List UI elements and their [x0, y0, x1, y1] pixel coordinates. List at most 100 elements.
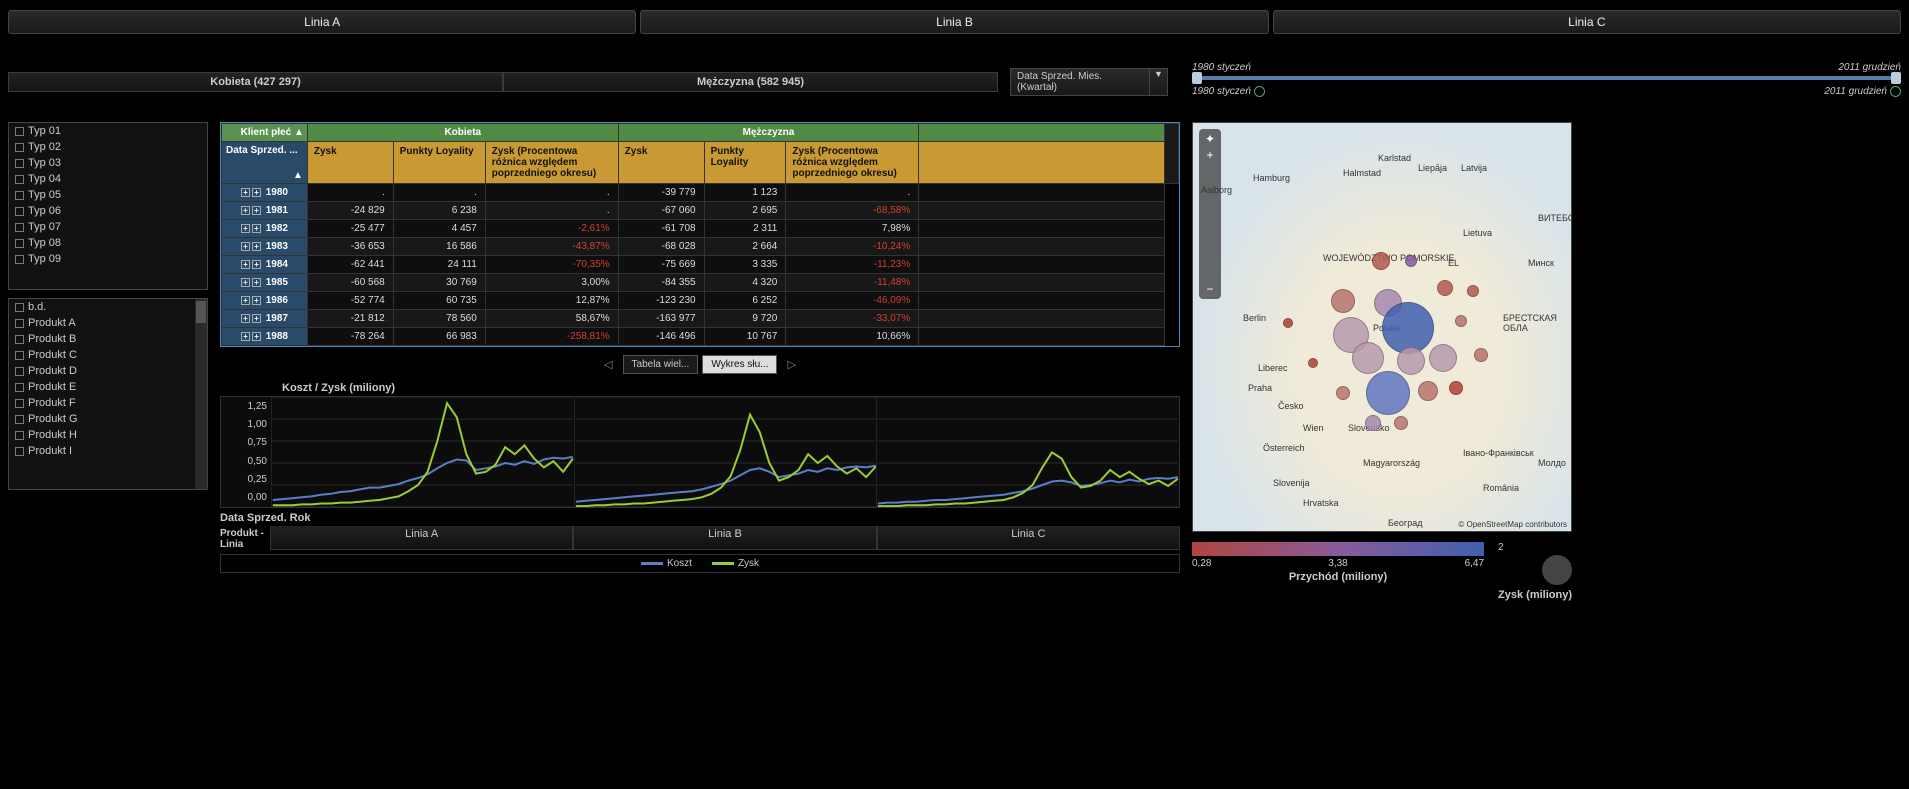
table-row-header[interactable]: ++ 1982 — [222, 220, 308, 238]
list-item[interactable]: Produkt H — [9, 427, 207, 443]
map-bubble[interactable] — [1449, 381, 1463, 395]
list-item[interactable]: Produkt G — [9, 411, 207, 427]
list-item[interactable]: Typ 07 — [9, 219, 207, 235]
expand-icon[interactable]: + — [252, 332, 261, 341]
checkbox-icon[interactable] — [15, 159, 24, 168]
col-group-mezczyzna[interactable]: Mężczyzna — [618, 124, 919, 142]
map-bubble[interactable] — [1418, 381, 1438, 401]
tab-wykres[interactable]: Wykres słu... — [702, 355, 777, 374]
expand-icon[interactable]: + — [241, 332, 250, 341]
list-item[interactable]: Produkt F — [9, 395, 207, 411]
list-item[interactable]: Produkt B — [9, 331, 207, 347]
checkbox-icon[interactable] — [15, 175, 24, 184]
table-row-header[interactable]: ++ 1983 — [222, 238, 308, 256]
checkbox-icon[interactable] — [15, 255, 24, 264]
slider-handle-right[interactable] — [1891, 72, 1901, 84]
scrollbar[interactable] — [195, 299, 207, 489]
calendar-icon[interactable] — [1254, 86, 1265, 97]
next-view-icon[interactable]: ▷ — [781, 358, 801, 371]
checkbox-icon[interactable] — [15, 319, 24, 328]
map-bubble[interactable] — [1365, 415, 1381, 431]
map-bubble[interactable] — [1372, 252, 1390, 270]
expand-icon[interactable]: + — [241, 188, 250, 197]
subcol-loyalty-m[interactable]: Punkty Loyality — [704, 142, 786, 184]
list-item[interactable]: Produkt C — [9, 347, 207, 363]
row-dim-header[interactable]: Data Sprzed. ... ▲ — [222, 142, 308, 184]
list-item[interactable]: b.d. — [9, 299, 207, 315]
product-listbox[interactable]: b.d.Produkt AProdukt BProdukt CProdukt D… — [8, 298, 208, 490]
calendar-icon[interactable] — [1890, 86, 1901, 97]
checkbox-icon[interactable] — [15, 447, 24, 456]
table-corner[interactable]: Klient płeć ▲ — [222, 124, 308, 142]
table-row-header[interactable]: ++ 1987 — [222, 310, 308, 328]
checkbox-icon[interactable] — [15, 431, 24, 440]
table-row-header[interactable]: ++ 1988 — [222, 328, 308, 346]
subcol-pct-m[interactable]: Zysk (Procentowa różnica względem poprze… — [786, 142, 919, 184]
list-item[interactable]: Typ 02 — [9, 139, 207, 155]
table-row-header[interactable]: ++ 1981 — [222, 202, 308, 220]
checkbox-icon[interactable] — [15, 239, 24, 248]
subcol-loyalty-k[interactable]: Punkty Loyality — [393, 142, 485, 184]
checkbox-icon[interactable] — [15, 127, 24, 136]
gender-tab[interactable]: Kobieta (427 297) — [8, 72, 503, 92]
list-item[interactable]: Typ 08 — [9, 235, 207, 251]
expand-icon[interactable]: + — [241, 224, 250, 233]
checkbox-icon[interactable] — [15, 335, 24, 344]
table-row-header[interactable]: ++ 1986 — [222, 292, 308, 310]
expand-icon[interactable]: + — [241, 206, 250, 215]
gender-tab[interactable]: Mężczyzna (582 945) — [503, 72, 998, 92]
expand-icon[interactable]: + — [252, 260, 261, 269]
checkbox-icon[interactable] — [15, 143, 24, 152]
list-item[interactable]: Produkt I — [9, 443, 207, 459]
expand-icon[interactable]: + — [252, 278, 261, 287]
subcol-zysk-m[interactable]: Zysk — [618, 142, 704, 184]
map-bubble[interactable] — [1455, 315, 1467, 327]
table-row-header[interactable]: ++ 1985 — [222, 274, 308, 292]
top-tab[interactable]: Linia B — [640, 10, 1268, 34]
map-bubble[interactable] — [1474, 348, 1488, 362]
list-item[interactable]: Typ 01 — [9, 123, 207, 139]
expand-icon[interactable]: + — [241, 242, 250, 251]
map-bubble[interactable] — [1467, 285, 1479, 297]
map-bubble[interactable] — [1437, 280, 1453, 296]
map-bubble[interactable] — [1308, 358, 1318, 368]
chart-panel-b[interactable] — [575, 397, 877, 507]
zoom-out-icon[interactable]: − — [1201, 281, 1219, 297]
chart-footer-c[interactable]: Linia C — [877, 526, 1180, 550]
date-range-slider[interactable]: 1980 styczeń 2011 grudzień 1980 styczeń … — [1192, 62, 1901, 102]
list-item[interactable]: Typ 05 — [9, 187, 207, 203]
list-item[interactable]: Typ 06 — [9, 203, 207, 219]
expand-icon[interactable]: + — [241, 278, 250, 287]
map-bubble[interactable] — [1331, 289, 1355, 313]
checkbox-icon[interactable] — [15, 191, 24, 200]
map-zoom-control[interactable]: ✦ + − — [1199, 129, 1221, 299]
subcol-pct-k[interactable]: Zysk (Procentowa różnica względem poprze… — [485, 142, 618, 184]
checkbox-icon[interactable] — [15, 223, 24, 232]
prev-view-icon[interactable]: ◁ — [598, 358, 618, 371]
list-item[interactable]: Produkt E — [9, 379, 207, 395]
list-item[interactable]: Typ 09 — [9, 251, 207, 267]
pivot-table[interactable]: Klient płeć ▲ Kobieta Mężczyzna Data Spr… — [221, 123, 1179, 346]
table-row-header[interactable]: ++ 1984 — [222, 256, 308, 274]
chart-footer-a[interactable]: Linia A — [270, 526, 573, 550]
col-group-kobieta[interactable]: Kobieta — [307, 124, 618, 142]
list-item[interactable]: Produkt A — [9, 315, 207, 331]
top-tab[interactable]: Linia C — [1273, 10, 1901, 34]
checkbox-icon[interactable] — [15, 351, 24, 360]
map-bubble[interactable] — [1352, 342, 1384, 374]
checkbox-icon[interactable] — [15, 383, 24, 392]
map-bubble[interactable] — [1397, 347, 1425, 375]
subcol-zysk-k[interactable]: Zysk — [307, 142, 393, 184]
expand-icon[interactable]: + — [241, 296, 250, 305]
list-item[interactable]: Typ 04 — [9, 171, 207, 187]
tab-tabela[interactable]: Tabela wiel... — [623, 355, 699, 374]
expand-icon[interactable]: + — [252, 224, 261, 233]
chart-panel-a[interactable] — [272, 397, 574, 507]
compass-icon[interactable]: ✦ — [1201, 131, 1219, 147]
expand-icon[interactable]: + — [241, 314, 250, 323]
map-bubble[interactable] — [1429, 344, 1457, 372]
expand-icon[interactable]: + — [252, 314, 261, 323]
checkbox-icon[interactable] — [15, 399, 24, 408]
map-bubble[interactable] — [1283, 318, 1293, 328]
checkbox-icon[interactable] — [15, 367, 24, 376]
